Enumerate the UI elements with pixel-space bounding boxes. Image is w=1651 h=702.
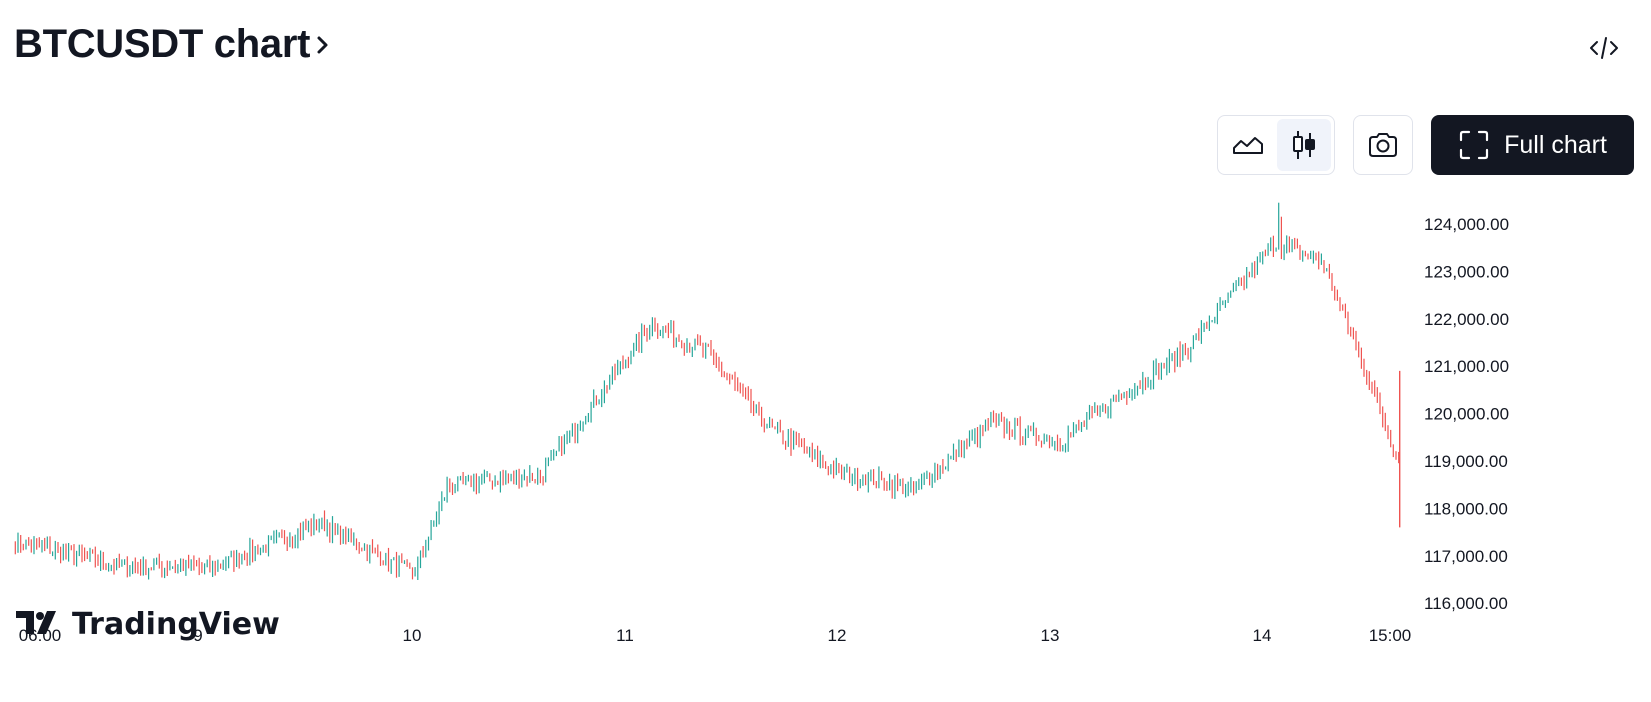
chart-title-link[interactable]: BTCUSDT chart (14, 22, 332, 67)
price-tick-label: 121,000.00 (1424, 357, 1509, 376)
chevron-right-icon (317, 36, 328, 53)
candles-layer (14, 202, 1401, 580)
camera-icon (1369, 133, 1397, 157)
price-tick-label: 123,000.00 (1424, 262, 1509, 281)
code-embed-icon (1590, 37, 1618, 59)
price-tick-label: 116,000.00 (1424, 594, 1508, 613)
candles-style-button[interactable] (1277, 119, 1331, 171)
price-chart[interactable]: 124,000.00 123,000.00 122,000.00 121,000.00… (0, 200, 1651, 702)
full-chart-label: Full chart (1504, 130, 1607, 159)
time-tick-label: 9 (193, 626, 202, 645)
full-chart-button[interactable]: Full chart (1431, 115, 1634, 175)
time-tick-label: 12 (828, 626, 847, 645)
price-axis: 124,000.00 123,000.00 122,000.00 121,000.00… (1424, 215, 1509, 613)
embed-code-button[interactable] (1586, 30, 1622, 66)
snapshot-button[interactable] (1353, 115, 1413, 175)
area-chart-icon (1233, 137, 1263, 154)
price-tick-label: 117,000.00 (1424, 547, 1508, 566)
area-style-button[interactable] (1221, 119, 1275, 171)
time-tick-label: 15:00 (1369, 626, 1412, 645)
price-tick-label: 122,000.00 (1424, 310, 1509, 329)
candlestick-icon (1293, 131, 1315, 159)
price-tick-label: 119,000.00 (1424, 452, 1508, 471)
tradingview-logo-icon (16, 611, 56, 634)
price-tick-label: 120,000.00 (1424, 405, 1509, 424)
time-tick-label: 11 (616, 626, 634, 645)
price-tick-label: 118,000.00 (1424, 499, 1508, 518)
tradingview-watermark: TradingView (16, 607, 280, 642)
fullscreen-icon (1459, 130, 1489, 160)
chart-title: BTCUSDT chart (14, 22, 311, 66)
time-tick-label: 14 (1253, 626, 1272, 645)
time-axis: 06:00 9 10 11 12 13 14 15:00 (19, 626, 1412, 645)
time-tick-label: 10 (403, 626, 422, 645)
watermark-brand: TradingView (72, 607, 280, 642)
price-tick-label: 124,000.00 (1424, 215, 1509, 234)
time-tick-label: 13 (1041, 626, 1060, 645)
chart-style-toggle (1217, 115, 1335, 175)
